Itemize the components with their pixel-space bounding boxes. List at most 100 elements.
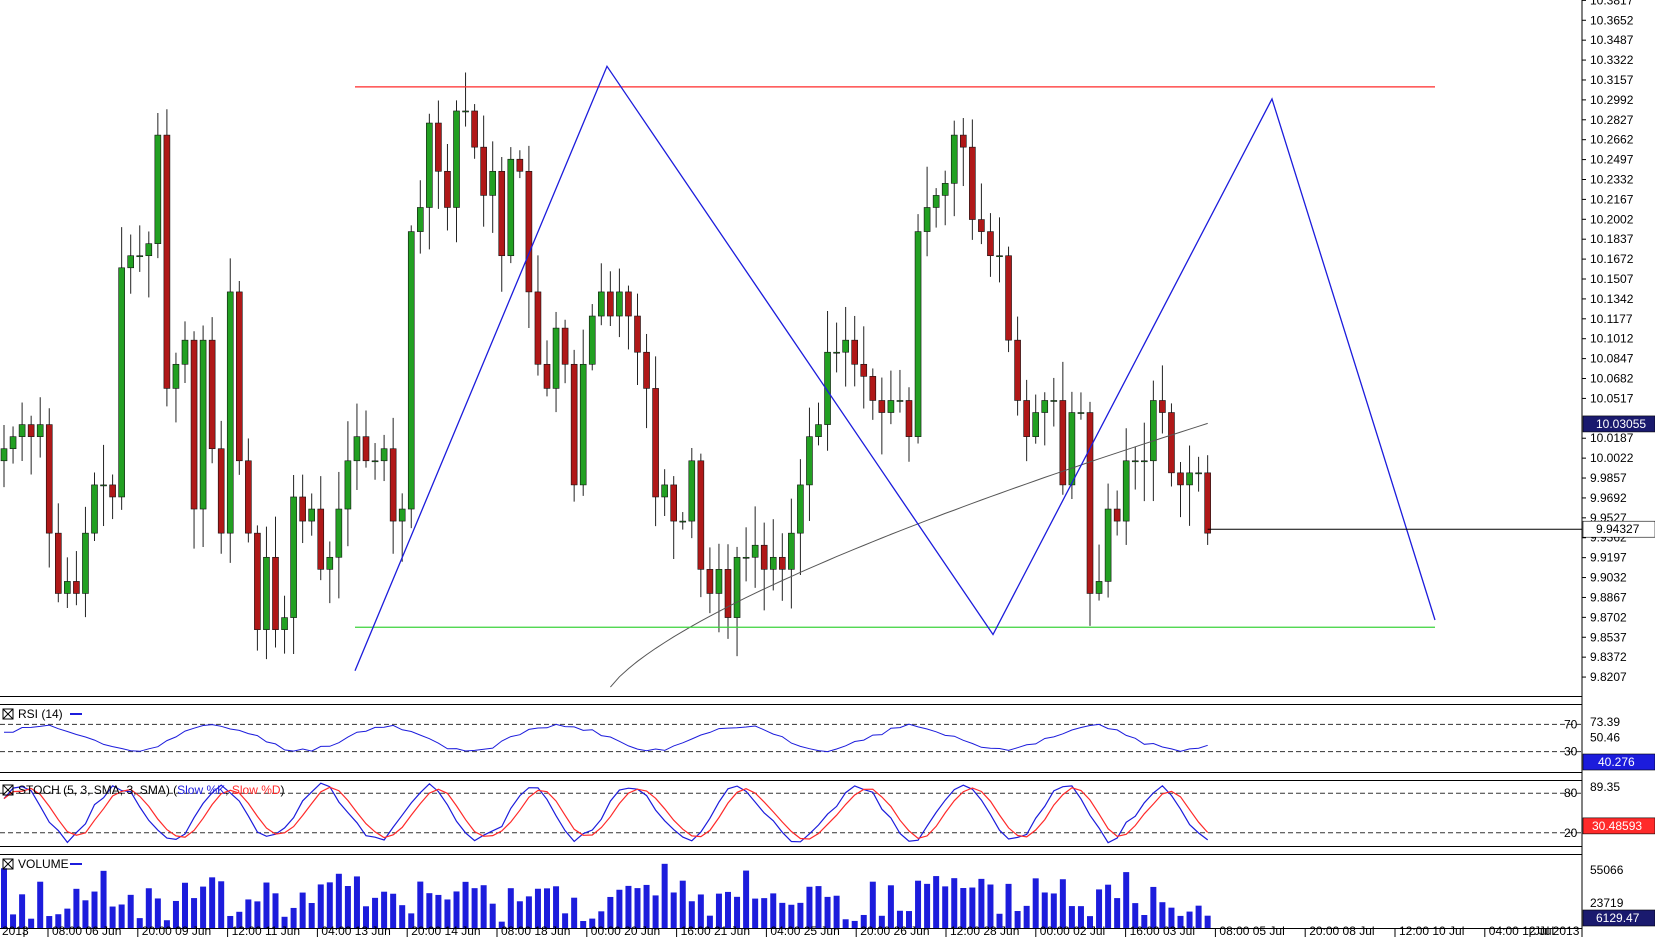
stoch-level-label: 20 bbox=[1564, 826, 1578, 840]
price-tick-label: 10.2827 bbox=[1590, 113, 1634, 127]
candle-body bbox=[1086, 412, 1094, 594]
candle-body bbox=[788, 532, 795, 570]
volume-bar bbox=[299, 892, 306, 928]
candle-body bbox=[607, 291, 614, 317]
candle-body bbox=[299, 496, 306, 522]
candle-body bbox=[73, 581, 80, 594]
volume-bar bbox=[580, 921, 587, 928]
candle-body bbox=[616, 291, 623, 317]
candle-body bbox=[679, 520, 687, 523]
candle-body bbox=[1141, 460, 1148, 463]
candle-body bbox=[516, 158, 524, 172]
candle-body bbox=[742, 556, 750, 559]
volume-bar bbox=[109, 906, 116, 928]
candle-body bbox=[751, 544, 759, 558]
price-panel[interactable] bbox=[0, 64, 1582, 688]
candle-body bbox=[1168, 412, 1175, 474]
volume-bar bbox=[182, 882, 188, 928]
price-tick-label: 10.2662 bbox=[1590, 133, 1634, 147]
candle-body bbox=[896, 400, 904, 402]
candle-body bbox=[797, 484, 804, 534]
candle-body bbox=[407, 231, 415, 510]
close-panel-icon[interactable] bbox=[2, 708, 14, 720]
time-label: 12:00 11 Jun bbox=[232, 924, 301, 937]
volume-bar bbox=[1114, 898, 1121, 928]
volume-bar bbox=[326, 882, 333, 928]
candle-body bbox=[444, 170, 451, 208]
volume-bar bbox=[236, 911, 243, 928]
price-tick-label: 9.9857 bbox=[1590, 471, 1627, 485]
volume-bar bbox=[969, 887, 976, 928]
volume-bar bbox=[462, 881, 469, 928]
candle-body bbox=[634, 315, 641, 353]
volume-bar bbox=[254, 901, 261, 928]
volume-bar bbox=[607, 896, 614, 928]
candle-body bbox=[1122, 460, 1130, 522]
volume-bar bbox=[1123, 872, 1130, 928]
rsi-level-label: 70 bbox=[1564, 717, 1578, 731]
candle-body bbox=[1041, 400, 1049, 413]
volume-bar bbox=[562, 913, 569, 928]
volume-current-value: 6129.47 bbox=[1596, 911, 1640, 925]
rsi-line bbox=[3, 723, 1208, 753]
candle-body bbox=[1050, 400, 1058, 402]
candle-body bbox=[36, 424, 44, 437]
volume-bar bbox=[670, 892, 677, 928]
candle-body bbox=[597, 291, 605, 317]
close-panel-icon[interactable] bbox=[2, 784, 14, 796]
volume-axis-tick: 55066 bbox=[1590, 863, 1624, 877]
volume-bar bbox=[571, 897, 578, 928]
candle-body bbox=[154, 134, 162, 244]
candle-body bbox=[389, 448, 397, 522]
candle-body bbox=[715, 569, 723, 594]
volume-bar bbox=[1132, 903, 1139, 928]
volume-bar bbox=[263, 882, 270, 928]
volume-bar bbox=[779, 902, 786, 928]
candle-body bbox=[353, 436, 361, 462]
volume-bar bbox=[91, 891, 98, 928]
candle-body bbox=[371, 460, 379, 463]
volume-bar bbox=[761, 898, 768, 928]
rsi-label: RSI (14) bbox=[18, 707, 63, 721]
volume-bar bbox=[661, 863, 668, 928]
volume-bar bbox=[752, 898, 759, 928]
volume-bar bbox=[28, 918, 35, 928]
price-tick-label: 10.0022 bbox=[1590, 451, 1634, 465]
volume-bar bbox=[1096, 889, 1103, 928]
stoch-level-label: 80 bbox=[1564, 786, 1578, 800]
time-label: 20:00 14 Jun bbox=[411, 924, 480, 937]
candle-body bbox=[525, 170, 533, 293]
candle-body bbox=[136, 255, 144, 258]
volume-bar bbox=[218, 881, 225, 928]
volume-bar bbox=[1077, 906, 1084, 928]
price-tick-label: 10.3652 bbox=[1590, 13, 1634, 27]
stoch-label-sep: , bbox=[225, 783, 232, 797]
price-tick-label: 10.1507 bbox=[1590, 272, 1634, 286]
volume-bar bbox=[770, 893, 777, 928]
candle-body bbox=[887, 400, 895, 413]
stochastic-panel[interactable]: 80 20 STOCH (5, 3, SMA, 3, SMA) (Slow %K, … bbox=[0, 780, 1655, 844]
volume-bar bbox=[1014, 911, 1021, 928]
volume-bar bbox=[1023, 905, 1030, 928]
candle-body bbox=[426, 122, 433, 208]
close-panel-icon[interactable] bbox=[2, 858, 14, 870]
candle-body bbox=[1095, 581, 1103, 594]
time-label: 20:00 08 Jul bbox=[1309, 924, 1374, 937]
candle-body bbox=[380, 448, 388, 462]
volume-bar bbox=[1168, 907, 1175, 928]
volume-bar bbox=[46, 916, 53, 928]
current-price-tag: 9.94327 bbox=[1596, 522, 1640, 536]
stoch-k-line bbox=[3, 782, 1209, 844]
price-tick-label: 9.8537 bbox=[1590, 630, 1627, 644]
rsi-panel[interactable]: 70 30 RSI (14) 73.39 50.46 40.276 bbox=[0, 707, 1655, 771]
candle-body bbox=[1204, 472, 1211, 534]
time-label: 08:00 06 Jun bbox=[52, 924, 121, 937]
candle-body bbox=[1131, 460, 1139, 463]
time-label: 12:00 10 Jul bbox=[1399, 924, 1464, 937]
volume-bar bbox=[516, 901, 523, 928]
candle-body bbox=[45, 424, 53, 534]
candle-body bbox=[1032, 412, 1039, 437]
price-tick-label: 10.0847 bbox=[1590, 352, 1634, 366]
volume-bar bbox=[534, 888, 541, 928]
